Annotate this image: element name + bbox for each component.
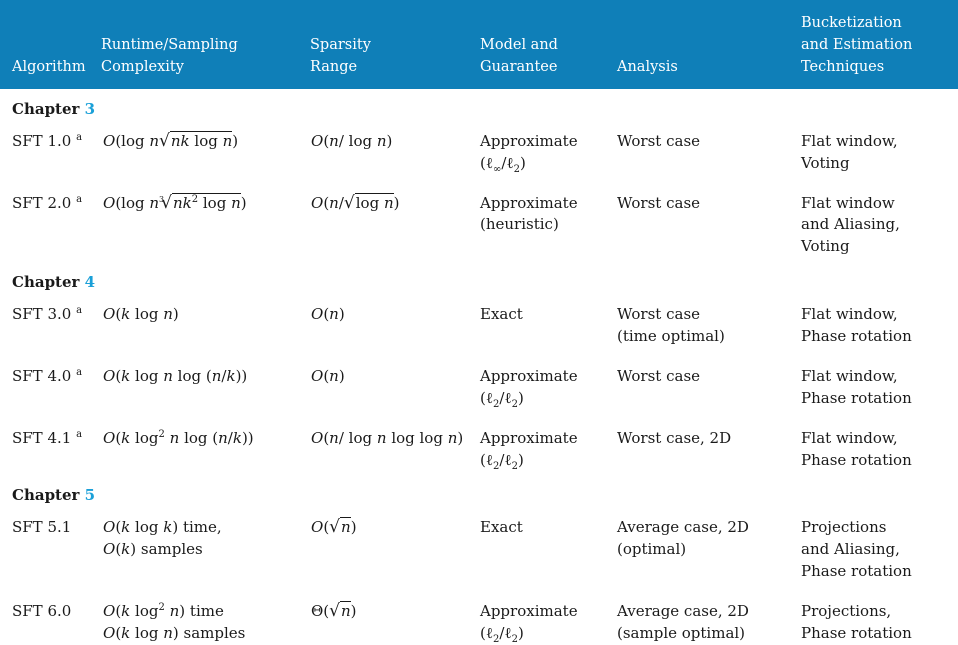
technique-cell-line1: Flat window (801, 194, 895, 212)
technique-cell-line3: Phase rotation (801, 562, 912, 580)
technique-cell-line1: Flat window, (801, 132, 898, 150)
header-analysis: Analysis (617, 59, 678, 75)
technique-cell-line2: and Aliasing, (801, 215, 900, 233)
footnote-marker: a (76, 367, 83, 378)
chapter-heading: Chapter 5 (12, 484, 95, 506)
header-sparsity-line2: Range (310, 59, 358, 75)
chapter-number-link[interactable]: 4 (84, 273, 96, 291)
footnote-marker: a (76, 194, 83, 205)
model-cell-line1: Exact (480, 305, 523, 323)
complexity-cell: O(k log n log (n/k)) (103, 367, 248, 385)
model-cell-line2: (heuristic) (480, 215, 559, 233)
footnote-marker: a (76, 132, 83, 143)
model-cell-line2: (ℓ2/ℓ2) (480, 624, 524, 645)
header-algorithm: Algorithm (12, 59, 86, 75)
technique-cell-line1: Flat window, (801, 367, 898, 385)
complexity-cell-line1: O(k log2 n) time (103, 602, 224, 620)
analysis-cell: Worst case (617, 194, 701, 212)
analysis-cell: Worst case (617, 132, 701, 150)
header-sparsity-line1: Sparsity (310, 37, 371, 53)
footnote-marker: a (76, 429, 83, 440)
algorithm-cell: SFT 5.1 (12, 516, 71, 538)
algorithm-cell: SFT 2.0 a (12, 192, 82, 214)
technique-cell-line3: Voting (801, 237, 850, 255)
analysis-cell-line2: (time optimal) (617, 327, 725, 345)
model-cell-line2: (ℓ2/ℓ2) (480, 389, 524, 410)
algorithm-name: SFT 5.1 (12, 518, 72, 536)
algorithm-cell: SFT 4.1 a (12, 427, 82, 449)
analysis-cell: Worst case (617, 367, 701, 385)
model-cell-line1: Approximate (480, 194, 578, 212)
complexity-cell: O(k log n) (103, 305, 179, 323)
header-technique-line3: Techniques (801, 59, 885, 75)
analysis-cell-line1: Worst case (617, 305, 701, 323)
model-cell-line1: Approximate (480, 367, 578, 385)
algorithm-name: SFT 4.1 (12, 429, 72, 447)
model-cell-line1: Exact (480, 518, 523, 536)
technique-cell-line2: Phase rotation (801, 327, 912, 345)
algorithm-name: SFT 6.0 (12, 602, 72, 620)
sparsity-cell: O(n/√log n) (311, 193, 400, 213)
chapter-label: Chapter (12, 100, 80, 118)
algorithm-cell: SFT 4.0 a (12, 365, 82, 387)
algorithm-cell: SFT 6.0 (12, 600, 71, 622)
model-cell-line1: Approximate (480, 132, 578, 150)
sparsity-cell: O(√n) (311, 517, 357, 537)
technique-cell-line1: Projections (801, 518, 887, 536)
technique-cell-line2: and Aliasing, (801, 540, 900, 558)
sparsity-cell: O(n/ log n log log n) (311, 429, 464, 447)
complexity-cell: O(log n√nk log n) (103, 131, 239, 151)
complexity-time-suffix: time (189, 602, 224, 620)
complexity-cell: O(log n3√nk2 log n) (103, 193, 247, 213)
model-cell-line1: Approximate (480, 602, 578, 620)
header-model-line1: Model and (480, 37, 558, 53)
complexity-cell-line2: O(k) samples (103, 540, 203, 558)
complexity-samples-suffix: samples (183, 624, 246, 642)
algorithm-name: SFT 1.0 (12, 132, 72, 150)
complexity-cell-line1: O(k log k) time, (103, 518, 222, 536)
sparsity-cell: O(n) (311, 367, 345, 385)
sparsity-cell: Θ(√n) (311, 601, 357, 621)
model-cell-line1: Approximate (480, 429, 578, 447)
chapter-heading: Chapter 4 (12, 271, 95, 293)
model-cell-line2: (ℓ∞/ℓ2) (480, 154, 526, 175)
algorithm-name: SFT 2.0 (12, 194, 72, 212)
chapter-label: Chapter (12, 273, 80, 291)
chapter-number-link[interactable]: 3 (84, 100, 96, 118)
header-technique-line1: Bucketization (801, 15, 902, 31)
header-complexity-line1: Runtime/Sampling (101, 37, 238, 53)
technique-cell-line1: Flat window, (801, 429, 898, 447)
sparsity-cell: O(n/ log n) (311, 132, 393, 150)
analysis-cell-line1: Average case, 2D (617, 518, 749, 536)
header-complexity-line2: Complexity (101, 59, 184, 75)
technique-cell-line2: Voting (801, 154, 850, 172)
analysis-cell-line1: Average case, 2D (617, 602, 749, 620)
chapter-number-link[interactable]: 5 (84, 486, 96, 504)
algorithm-name: SFT 4.0 (12, 367, 72, 385)
technique-cell-line2: Phase rotation (801, 624, 912, 642)
complexity-time-suffix: time, (182, 518, 222, 536)
algorithm-cell: SFT 1.0 a (12, 130, 82, 152)
analysis-cell: Worst case, 2D (617, 429, 732, 447)
chapter-label: Chapter (12, 486, 80, 504)
complexity-cell: O(k log2 n log (n/k)) (103, 429, 254, 447)
sparsity-cell: O(n) (311, 305, 345, 323)
algorithm-name: SFT 3.0 (12, 305, 72, 323)
complexity-samples-suffix: samples (140, 540, 203, 558)
header-model-line2: Guarantee (480, 59, 558, 75)
technique-cell-line2: Phase rotation (801, 389, 912, 407)
chapter-heading: Chapter 3 (12, 98, 95, 120)
technique-cell-line1: Projections, (801, 602, 892, 620)
table-header: Algorithm Runtime/Sampling Complexity Sp… (0, 0, 958, 89)
algorithm-cell: SFT 3.0 a (12, 303, 82, 325)
technique-cell-line2: Phase rotation (801, 451, 912, 469)
footnote-marker: a (76, 305, 83, 316)
technique-cell-line1: Flat window, (801, 305, 898, 323)
complexity-cell-line2: O(k log n) samples (103, 624, 246, 642)
analysis-cell-line2: (sample optimal) (617, 624, 746, 642)
model-cell-line2: (ℓ2/ℓ2) (480, 451, 524, 472)
header-technique-line2: and Estimation (801, 37, 913, 53)
analysis-cell-line2: (optimal) (617, 540, 687, 558)
